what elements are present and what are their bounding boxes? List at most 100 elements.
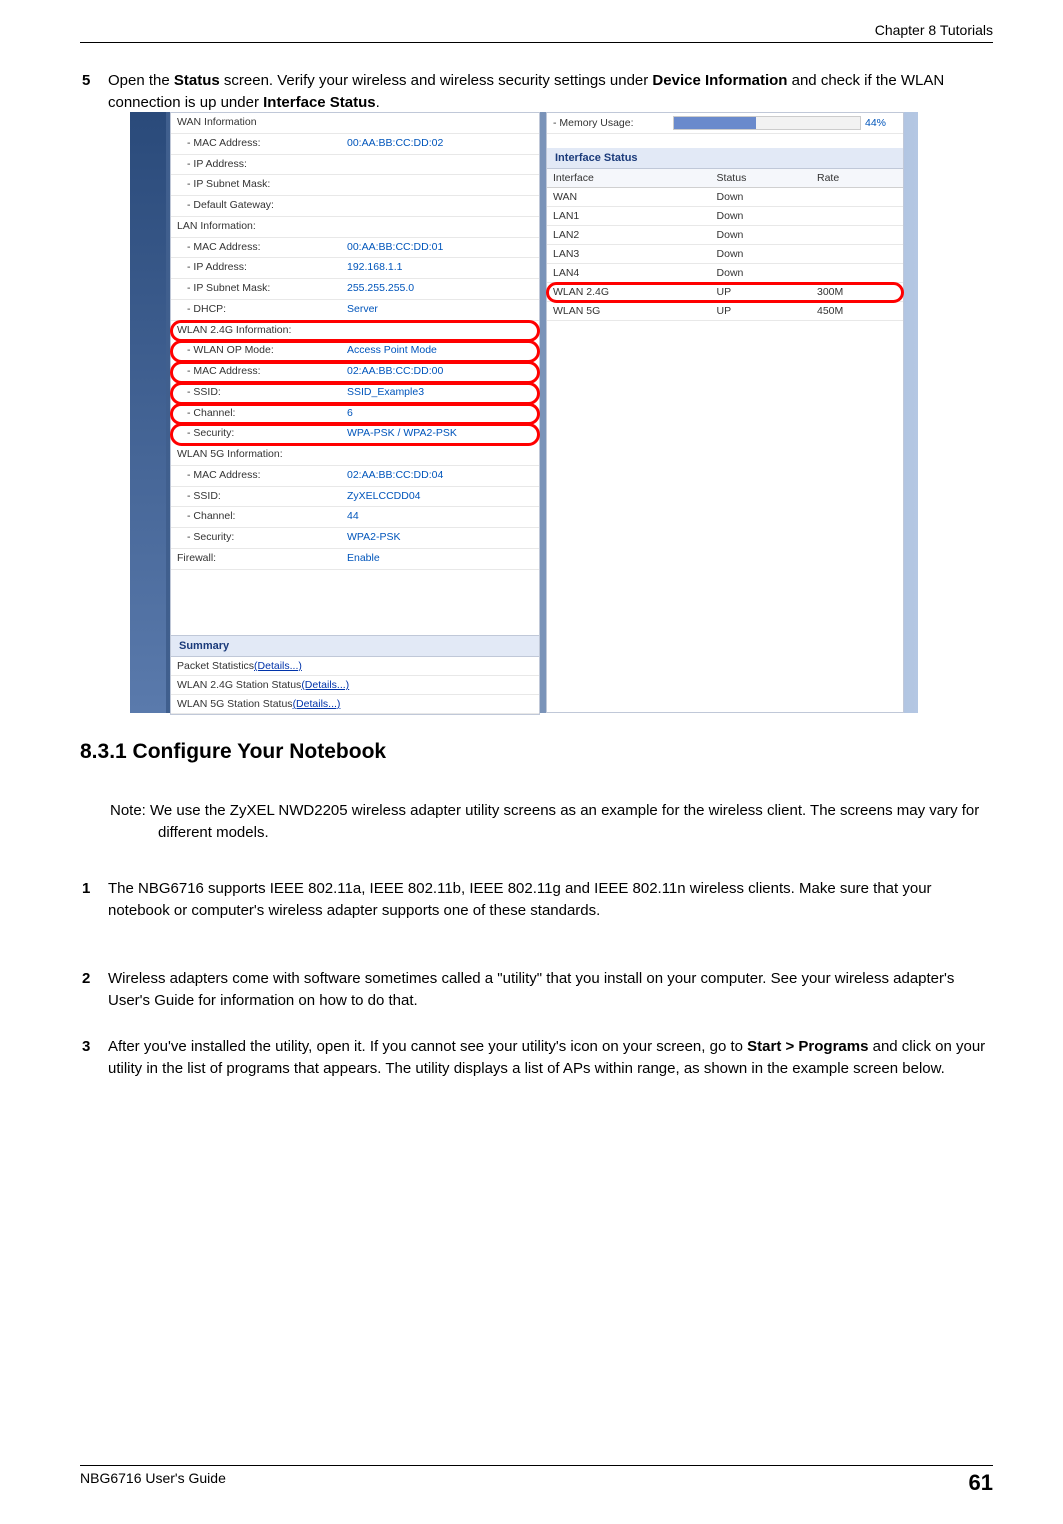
if-cell	[811, 188, 903, 207]
step-2-num: 2	[82, 968, 90, 990]
info-label: - IP Subnet Mask:	[177, 281, 347, 297]
info-label: - DHCP:	[177, 302, 347, 318]
info-label: - Security:	[177, 530, 347, 546]
note-text: We use the ZyXEL NWD2205 wireless adapte…	[150, 802, 979, 841]
device-info-row: - IP Address:	[171, 155, 539, 176]
section-heading: 8.3.1 Configure Your Notebook	[80, 740, 386, 764]
step-3: 3 After you've installed the utility, op…	[108, 1036, 993, 1080]
if-col-header: Interface	[547, 169, 711, 188]
info-label: - SSID:	[177, 489, 347, 505]
info-label: - Channel:	[177, 509, 347, 525]
info-label: - MAC Address:	[177, 136, 347, 152]
device-info-row: - Security:WPA-PSK / WPA2-PSK	[171, 424, 539, 445]
info-value: 6	[347, 406, 353, 422]
step-5: 5 Open the Status screen. Verify your wi…	[108, 70, 993, 114]
if-cell: WLAN 5G	[547, 302, 711, 321]
device-info-row: - IP Address:192.168.1.1	[171, 258, 539, 279]
details-link[interactable]: (Details...)	[301, 679, 349, 691]
info-value: WPA2-PSK	[347, 530, 400, 546]
device-info-row: - IP Subnet Mask:255.255.255.0	[171, 279, 539, 300]
interface-status-header: Interface Status	[547, 148, 903, 169]
device-info-row: - Channel:6	[171, 404, 539, 425]
info-label: - SSID:	[177, 385, 347, 401]
memory-bar	[673, 116, 861, 130]
interface-table: InterfaceStatusRate WANDownLAN1DownLAN2D…	[547, 169, 903, 321]
info-value: 44	[347, 509, 359, 525]
info-value: 02:AA:BB:CC:DD:00	[347, 364, 443, 380]
memory-pct: 44%	[865, 117, 897, 129]
info-value: SSID_Example3	[347, 385, 424, 401]
summary-label: WLAN 2.4G Station Status	[177, 679, 301, 691]
step-1-num: 1	[82, 878, 90, 900]
step-1-text: The NBG6716 supports IEEE 802.11a, IEEE …	[108, 880, 932, 919]
if-cell: Down	[711, 207, 811, 226]
step-5-text: Open the Status screen. Verify your wire…	[108, 72, 944, 111]
device-info-row: Firewall:Enable	[171, 549, 539, 570]
if-cell: Down	[711, 188, 811, 207]
if-cell	[811, 245, 903, 264]
details-link[interactable]: (Details...)	[293, 698, 341, 710]
info-value: 02:AA:BB:CC:DD:04	[347, 468, 443, 484]
if-cell: LAN3	[547, 245, 711, 264]
note-block: Note: We use the ZyXEL NWD2205 wireless …	[158, 800, 993, 844]
device-info-row: - MAC Address:02:AA:BB:CC:DD:00	[171, 362, 539, 383]
info-label: - MAC Address:	[177, 240, 347, 256]
info-label: WAN Information	[177, 115, 347, 131]
info-label: - IP Address:	[177, 260, 347, 276]
summary-row: Packet Statistics(Details...)	[171, 657, 539, 676]
summary-label: Packet Statistics	[177, 660, 254, 672]
summary-label: WLAN 5G Station Status	[177, 698, 293, 710]
device-info-row: - MAC Address:00:AA:BB:CC:DD:02	[171, 134, 539, 155]
if-cell: LAN4	[547, 264, 711, 283]
info-value: 192.168.1.1	[347, 260, 402, 276]
if-cell: WLAN 2.4G	[547, 283, 711, 302]
info-label: - Default Gateway:	[177, 198, 347, 214]
if-row: LAN3Down	[547, 245, 903, 264]
step-5-num: 5	[82, 70, 90, 92]
info-value: 255.255.255.0	[347, 281, 414, 297]
device-info-row: WLAN 5G Information:	[171, 445, 539, 466]
if-cell: 300M	[811, 283, 903, 302]
info-value: 00:AA:BB:CC:DD:02	[347, 136, 443, 152]
device-info-row: WAN Information	[171, 113, 539, 134]
if-row: WLAN 5GUP450M	[547, 302, 903, 321]
step-3-text: After you've installed the utility, open…	[108, 1038, 985, 1077]
if-cell: LAN1	[547, 207, 711, 226]
footer-guide: NBG6716 User's Guide	[80, 1470, 226, 1496]
if-cell: 450M	[811, 302, 903, 321]
step-3-num: 3	[82, 1036, 90, 1058]
device-info-row: - Channel:44	[171, 507, 539, 528]
summary-panel: Summary Packet Statistics(Details...)WLA…	[170, 635, 540, 715]
device-info-row: - DHCP:Server	[171, 300, 539, 321]
info-label: - MAC Address:	[177, 364, 347, 380]
info-value: Access Point Mode	[347, 343, 437, 359]
chapter-label: Chapter 8 Tutorials	[875, 22, 993, 38]
device-info-row: - SSID:ZyXELCCDD04	[171, 487, 539, 508]
if-row: LAN2Down	[547, 226, 903, 245]
page-footer: NBG6716 User's Guide 61	[80, 1465, 993, 1496]
if-row: WLAN 2.4GUP300M	[547, 283, 903, 302]
summary-header: Summary	[171, 636, 539, 657]
footer-page-num: 61	[969, 1470, 993, 1496]
details-link[interactable]: (Details...)	[254, 660, 302, 672]
step-2-text: Wireless adapters come with software som…	[108, 970, 954, 1009]
device-info-row: - IP Subnet Mask:	[171, 175, 539, 196]
info-label: - IP Subnet Mask:	[177, 177, 347, 193]
status-screenshot: WAN Information- MAC Address:00:AA:BB:CC…	[130, 112, 918, 713]
if-cell: Down	[711, 264, 811, 283]
step-2: 2 Wireless adapters come with software s…	[108, 968, 993, 1012]
if-cell: WAN	[547, 188, 711, 207]
info-label: - MAC Address:	[177, 468, 347, 484]
info-value: 00:AA:BB:CC:DD:01	[347, 240, 443, 256]
info-value: WPA-PSK / WPA2-PSK	[347, 426, 457, 442]
if-cell	[811, 226, 903, 245]
device-info-row: - SSID:SSID_Example3	[171, 383, 539, 404]
step-1: 1 The NBG6716 supports IEEE 802.11a, IEE…	[108, 878, 993, 922]
info-label: Firewall:	[177, 551, 347, 567]
screenshot-sidebar	[130, 112, 166, 713]
info-label: WLAN 2.4G Information:	[177, 323, 347, 339]
note-prefix: Note:	[110, 802, 150, 819]
if-cell: UP	[711, 302, 811, 321]
if-row: LAN4Down	[547, 264, 903, 283]
if-cell: UP	[711, 283, 811, 302]
